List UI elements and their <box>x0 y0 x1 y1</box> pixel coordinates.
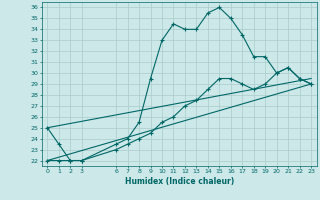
X-axis label: Humidex (Indice chaleur): Humidex (Indice chaleur) <box>124 177 234 186</box>
